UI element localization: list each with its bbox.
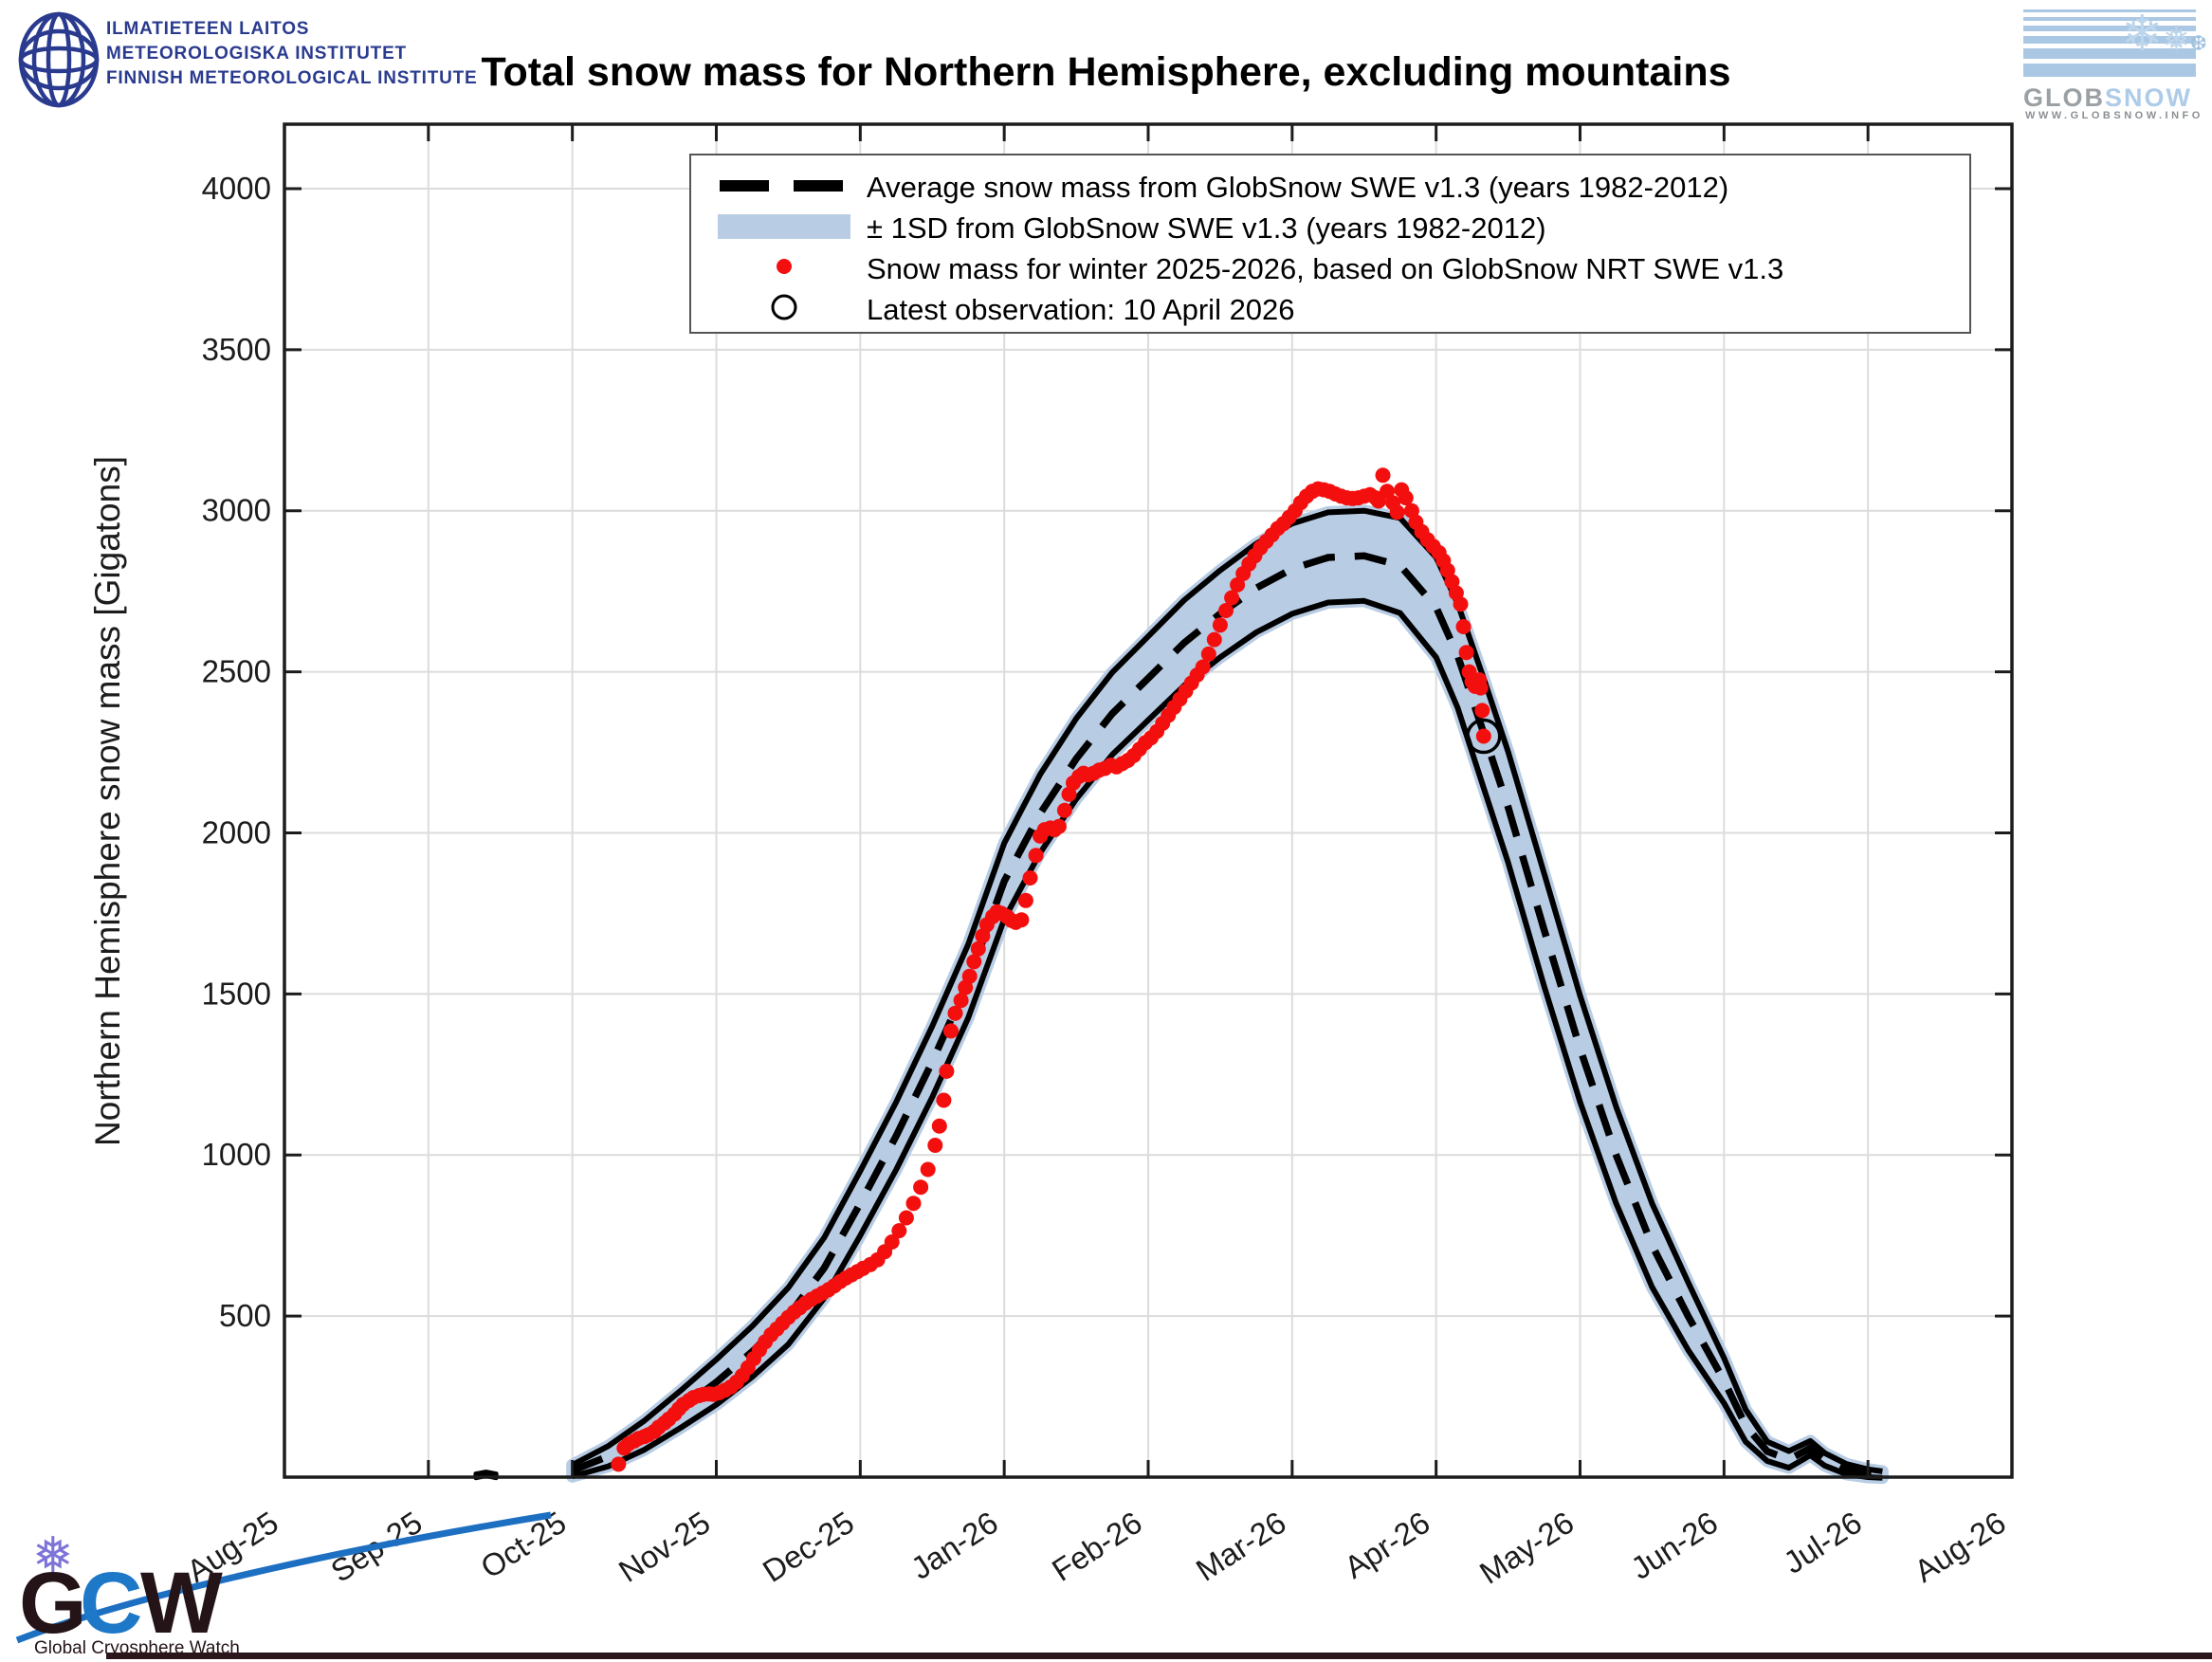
- fmi-name-fi: ILMATIETEEN LAITOS: [106, 19, 310, 39]
- legend-label-latest: Latest observation: 10 April 2026: [867, 293, 1295, 326]
- fmi-logo: [11, 8, 732, 112]
- fmi-institute-name: ILMATIETEEN LAITOS METEOROLOGISKA INSTIT…: [106, 17, 478, 91]
- gcw-letter-c: C: [80, 1555, 142, 1652]
- fmi-globe-icon: [18, 11, 100, 108]
- latest-observation-marker: [1466, 718, 1502, 755]
- legend-row-average: Average snow mass from GlobSnow SWE v1.3…: [691, 165, 1969, 206]
- svg-text:Jan-26: Jan-26: [905, 1505, 1004, 1586]
- svg-text:4000: 4000: [202, 171, 271, 206]
- gcw-arc: [15, 1511, 552, 1644]
- page-title: Total snow mass for Northern Hemisphere,…: [481, 49, 1731, 95]
- dashed-line-swatch: [720, 180, 849, 192]
- legend: Average snow mass from GlobSnow SWE v1.3…: [689, 154, 1971, 334]
- svg-text:Jun-26: Jun-26: [1624, 1505, 1724, 1586]
- legend-row-sd-band: ± 1SD from GlobSnow SWE v1.3 (years 1982…: [691, 206, 1969, 247]
- y-axis-label: Northern Hemisphere snow mass [Gigatons]: [88, 456, 127, 1146]
- red-dot-swatch: [777, 259, 792, 274]
- sd-band-swatch: [718, 214, 850, 239]
- svg-text:Jul-26: Jul-26: [1777, 1505, 1868, 1580]
- gcw-letter-g: G: [19, 1555, 87, 1652]
- snowflakes-icon: ❄❅❆: [2121, 7, 2207, 62]
- svg-text:Apr-26: Apr-26: [1338, 1505, 1435, 1585]
- axis-ticks: [283, 124, 2014, 1477]
- legend-row-latest: Latest observation: 10 April 2026: [691, 287, 1969, 328]
- svg-text:1000: 1000: [202, 1137, 271, 1172]
- legend-label-average: Average snow mass from GlobSnow SWE v1.3…: [867, 171, 1729, 204]
- globsnow-logo: ❄❅❆ GLOBSNOW WWW.GLOBSNOW.INFO: [2018, 4, 2207, 121]
- legend-label-sd-band: ± 1SD from GlobSnow SWE v1.3 (years 1982…: [867, 211, 1546, 245]
- bottom-edge-bar: [106, 1653, 2212, 1659]
- svg-text:Aug-26: Aug-26: [1908, 1505, 2011, 1589]
- svg-text:1500: 1500: [202, 976, 271, 1011]
- average-snow-mass-line: [571, 552, 1883, 1479]
- svg-text:2000: 2000: [202, 814, 271, 849]
- svg-text:Nov-25: Nov-25: [612, 1505, 716, 1589]
- y-tick-labels: 500 1000 1500 2000 2500 3000 3500 4000: [202, 171, 271, 1333]
- svg-text:2500: 2500: [202, 654, 271, 689]
- fmi-name-sv: METEOROLOGISKA INSTITUTET: [106, 44, 407, 64]
- legend-row-winter: Snow mass for winter 2025-2026, based on…: [691, 247, 1969, 287]
- svg-text:Mar-26: Mar-26: [1190, 1505, 1292, 1588]
- svg-text:3500: 3500: [202, 332, 271, 367]
- gcw-letter-w: W: [140, 1555, 223, 1652]
- gcw-snowflake-icon: ❅: [32, 1528, 74, 1583]
- open-circle-swatch: [771, 294, 797, 320]
- gcw-logo: ❅ G C W Global Cryosphere Watch: [6, 1498, 575, 1658]
- svg-text:500: 500: [219, 1298, 271, 1333]
- svg-text:Dec-25: Dec-25: [757, 1505, 860, 1589]
- svg-text:Feb-26: Feb-26: [1046, 1505, 1148, 1588]
- svg-text:3000: 3000: [202, 493, 271, 528]
- globsnow-wordmark: GLOBSNOW: [2023, 83, 2192, 112]
- svg-text:May-26: May-26: [1473, 1505, 1580, 1591]
- fmi-name-en: FINNISH METEOROLOGICAL INSTITUTE: [106, 68, 478, 88]
- winter-observation-dots: [611, 467, 1491, 1472]
- globsnow-url: WWW.GLOBSNOW.INFO: [2025, 110, 2203, 121]
- legend-label-winter: Snow mass for winter 2025-2026, based on…: [867, 252, 1784, 285]
- gridlines: [284, 124, 2012, 1477]
